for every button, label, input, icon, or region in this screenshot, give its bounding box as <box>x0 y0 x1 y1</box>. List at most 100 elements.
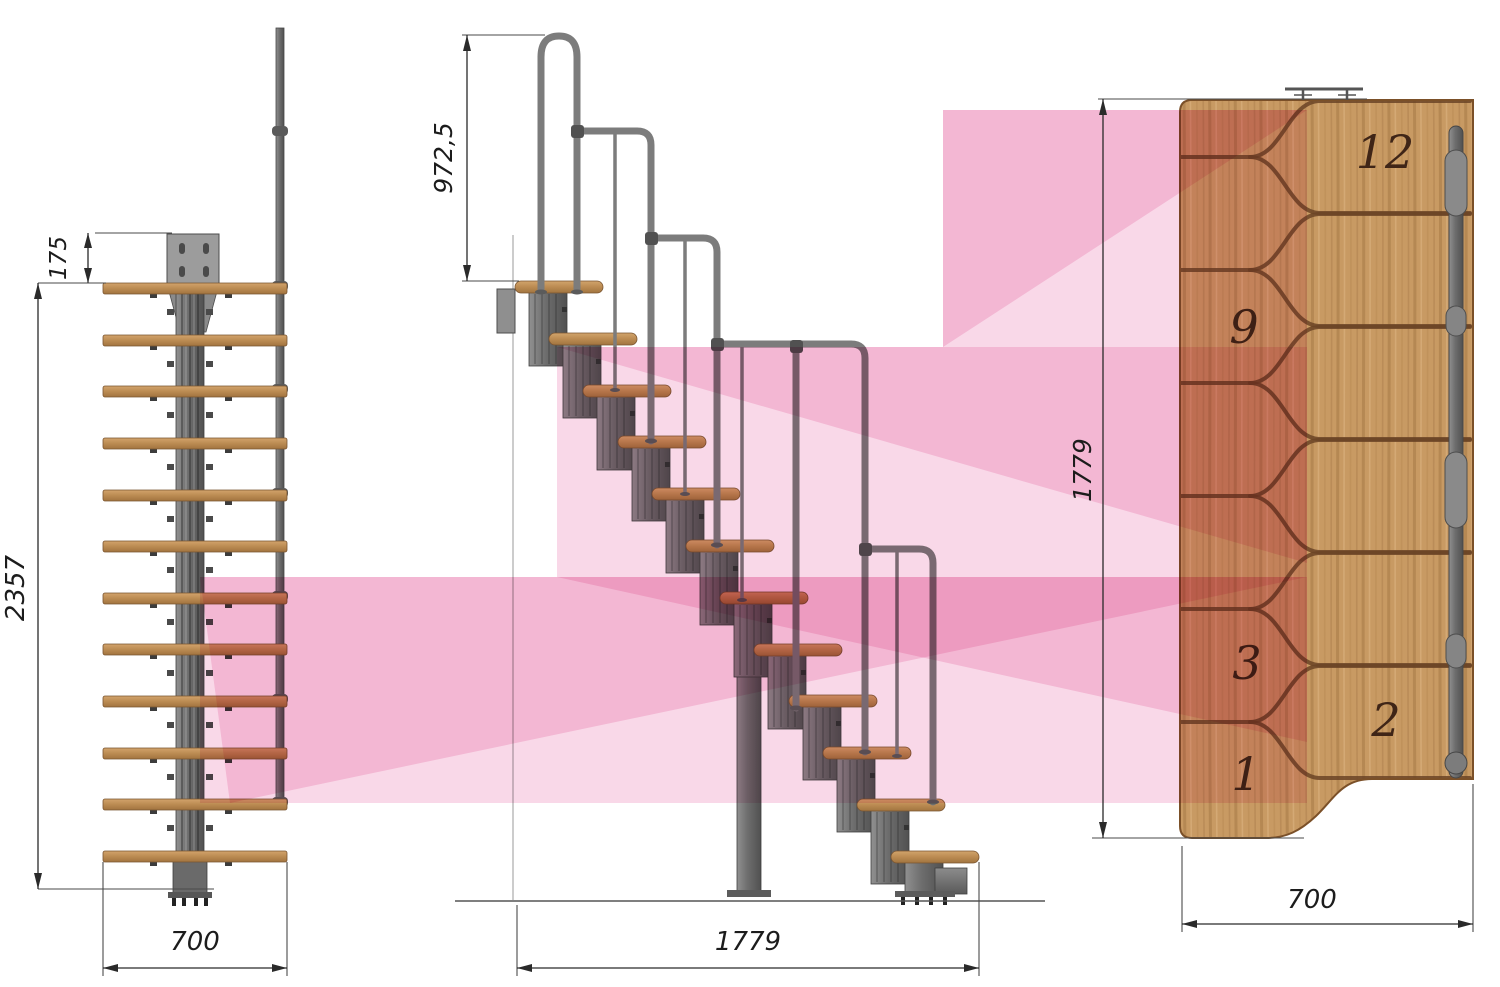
column-lug <box>167 412 174 418</box>
wood-grain-streak <box>1368 100 1372 838</box>
column-lug <box>167 825 174 831</box>
dim-label-2357: 2357 <box>1 554 31 621</box>
front-tread <box>102 385 288 398</box>
projection-overlays <box>200 110 1307 803</box>
handrail-hairpin <box>537 32 581 295</box>
tread-bracket <box>150 809 157 814</box>
front-base-plate <box>168 892 212 898</box>
tread-bracket <box>225 809 232 814</box>
module-base-plate <box>895 891 955 897</box>
column-lug <box>167 567 174 573</box>
side-tread <box>514 280 604 294</box>
wood-grain-streak <box>1323 100 1327 838</box>
step-module <box>870 809 910 885</box>
dim-label-700-front: 700 <box>170 927 220 957</box>
dim-1779-side: 1779 <box>516 862 980 976</box>
tread-bracket <box>225 396 232 401</box>
dimensions: 175 2357 700 972,5 1779 <box>1 34 1474 976</box>
handrail-fitting <box>1445 305 1467 337</box>
side-support-post-flange <box>727 890 771 897</box>
column-lug <box>167 309 174 315</box>
projection-fan-middle <box>557 347 1307 563</box>
handrail-fitting <box>1444 451 1468 529</box>
front-tread <box>102 334 288 347</box>
dim-2357: 2357 <box>1 282 214 890</box>
step-number-2: 2 <box>1370 693 1400 747</box>
dim-700-plan: 700 <box>1181 784 1474 932</box>
tread-bracket <box>225 448 232 453</box>
tread-bracket <box>225 345 232 350</box>
dim-1779-plan: 1779 <box>1068 98 1367 839</box>
handrail-fitting <box>1445 633 1467 669</box>
front-tread <box>102 437 288 450</box>
wood-grain-streak <box>1355 100 1359 838</box>
tread-bracket <box>225 861 232 866</box>
wood-grain-streak <box>1375 100 1378 838</box>
column-lug <box>167 361 174 367</box>
column-lug <box>206 464 213 470</box>
tread-bracket <box>225 293 232 298</box>
wood-grain-streak <box>1407 100 1410 838</box>
tread-bracket <box>150 500 157 505</box>
wood-grain-streak <box>1349 100 1353 838</box>
front-mount-plate <box>166 233 220 285</box>
column-lug <box>206 309 213 315</box>
front-tread <box>102 282 288 295</box>
tread-bracket <box>150 861 157 866</box>
wood-grain-streak <box>1310 100 1315 838</box>
tread-bracket <box>150 448 157 453</box>
column-lug <box>206 567 213 573</box>
dim-label-1779-plan: 1779 <box>1068 438 1097 502</box>
wood-grain-streak <box>1330 100 1333 838</box>
wood-grain-streak <box>1400 100 1404 838</box>
plan-handrail <box>1444 125 1468 779</box>
column-lug <box>167 464 174 470</box>
dim-972-5: 972,5 <box>429 34 545 282</box>
column-lug <box>206 516 213 522</box>
tread-bracket <box>150 706 157 711</box>
module-bolt <box>904 825 909 830</box>
wood-grain-streak <box>1438 100 1443 838</box>
column-lug <box>167 774 174 780</box>
column-lug <box>167 619 174 625</box>
tread-bracket <box>150 551 157 556</box>
dim-700-front: 700 <box>102 862 288 976</box>
column-lug <box>206 825 213 831</box>
side-tread <box>548 332 638 346</box>
tread-bracket <box>225 551 232 556</box>
module-bolt <box>562 307 567 312</box>
side-mount-plate <box>496 288 516 334</box>
column-lug <box>167 516 174 522</box>
tread-bracket <box>225 500 232 505</box>
front-mount-plate-holes <box>179 243 209 277</box>
tread-bracket <box>150 758 157 763</box>
handrail-segment <box>573 127 655 445</box>
wood-grain-streak <box>1426 100 1429 838</box>
wood-grain-streak <box>1432 100 1436 838</box>
column-lug <box>206 361 213 367</box>
handrail-end-cap <box>1444 751 1468 775</box>
wood-grain-streak <box>1381 100 1385 838</box>
handrail-segment <box>647 234 721 549</box>
dim-label-175: 175 <box>46 236 72 280</box>
dim-label-1779-side: 1779 <box>715 927 781 957</box>
column-lug <box>206 412 213 418</box>
plan-wall-bracket <box>1285 87 1363 100</box>
dim-label-700-plan: 700 <box>1287 885 1337 915</box>
wood-grain-streak <box>1387 100 1392 838</box>
handrail-fitting <box>1444 149 1468 217</box>
front-tread <box>102 850 288 863</box>
front-column-ribs <box>181 292 199 893</box>
tread-bracket <box>150 293 157 298</box>
tread-bracket <box>150 396 157 401</box>
tread-bracket <box>150 603 157 608</box>
wood-grain-streak <box>1343 100 1346 838</box>
wood-grain-streak <box>1361 100 1366 838</box>
wood-grain-streak <box>1394 100 1397 838</box>
column-lug <box>167 722 174 728</box>
post-fitting <box>272 126 288 136</box>
column-lug <box>167 670 174 676</box>
tread-bracket <box>150 345 157 350</box>
